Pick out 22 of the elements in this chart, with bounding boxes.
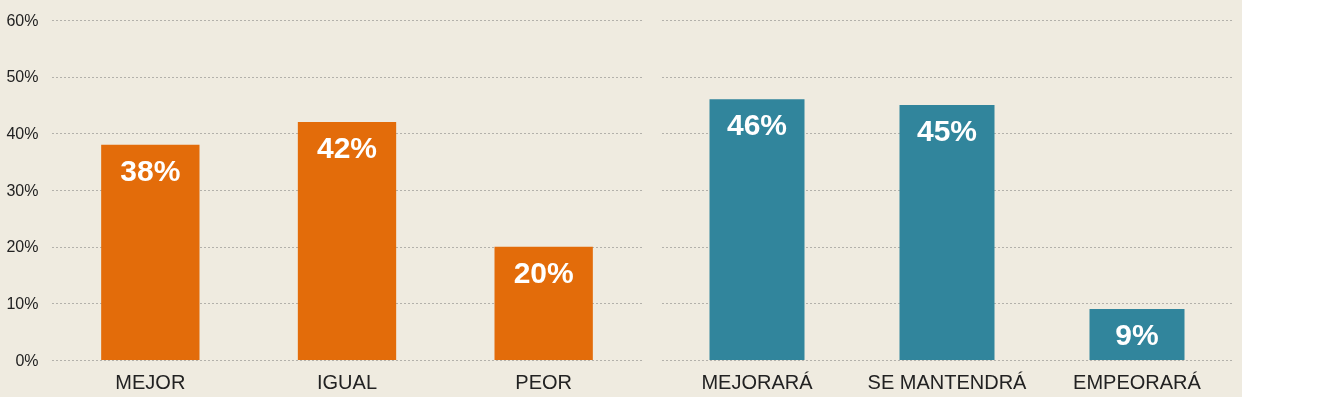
x-tick-label: MEJOR [115, 370, 186, 393]
y-tick-label: 20% [6, 238, 39, 256]
x-tick-label: MEJORARÁ [701, 370, 814, 393]
bar [494, 246, 593, 360]
text: 46% [726, 108, 788, 142]
x-tick-label: EMPEORARÁ [1073, 370, 1202, 393]
bar [297, 122, 397, 360]
y-tick-label: 10% [6, 294, 39, 312]
text: 42% [316, 131, 378, 164]
y-tick-label: 30% [6, 181, 39, 199]
text: 38% [120, 153, 181, 187]
text: 9% [1115, 318, 1159, 351]
y-tick-label: 40% [6, 124, 39, 142]
x-tick-label: IGUAL [316, 370, 378, 393]
text: 45% [916, 114, 978, 147]
y-tick-label: 0% [15, 351, 39, 369]
y-tick-label: 50% [6, 68, 39, 86]
x-tick-label: SE MANTENDRÁ [867, 370, 1028, 393]
text: 20% [513, 255, 574, 289]
bar [101, 144, 200, 360]
y-tick-label: 60% [6, 11, 39, 29]
x-tick-label: PEOR [515, 370, 573, 393]
